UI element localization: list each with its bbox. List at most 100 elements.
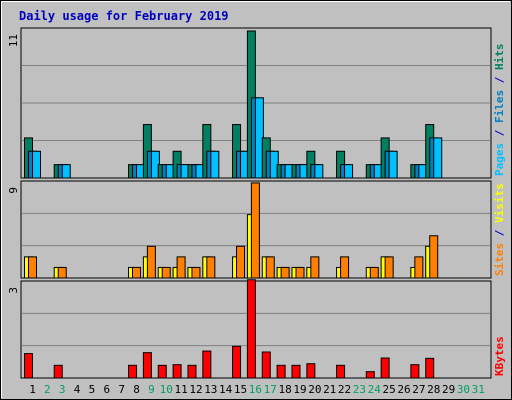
x-tick-label-day-27: 27 [412,383,425,396]
x-tick-label-day-23: 23 [353,383,366,396]
x-tick-label-day-29: 29 [442,383,455,396]
legend-part: Pages [493,143,506,176]
bar-kbytes-day-10 [157,364,167,379]
x-tick-label-day-21: 21 [323,383,336,396]
x-tick-label-day-8: 8 [133,383,140,396]
x-tick-label-day-22: 22 [338,383,351,396]
bar-sites-day-10 [161,266,171,279]
bar-kbytes-day-22 [336,364,346,379]
bar-sites-day-1 [28,256,37,279]
bar-kbytes-day-1 [24,353,33,379]
x-tick-label-day-31: 31 [472,383,485,396]
bar-sites-day-16 [250,182,260,279]
legend-part: Files [493,90,506,123]
bar-sites-day-22 [340,256,350,279]
bar-sites-day-28 [429,235,439,279]
x-tick-label-day-10: 10 [160,383,173,396]
kbytes-panel-legend-text: KBytes [493,336,506,376]
bar-sites-day-19 [295,266,305,279]
x-tick-label-day-19: 19 [293,383,306,396]
bar-kbytes-day-13 [202,350,212,379]
x-tick-label-day-26: 26 [397,383,410,396]
kbytes-panel-ymax-label: 3 [7,287,20,294]
legend-part: Visits [493,183,506,223]
bar-pages-day-13 [210,150,220,179]
x-tick-label-day-11: 11 [174,383,187,396]
x-tick-label-day-1: 1 [29,383,36,396]
bar-kbytes-day-9 [142,352,152,379]
x-tick-label-day-5: 5 [89,383,96,396]
legend-part: Sites [493,243,506,276]
bar-pages-day-1 [32,150,41,179]
bar-kbytes-day-3 [53,364,63,379]
bar-sites-day-18 [280,266,290,279]
kbytes-panel-frame [20,280,492,379]
bar-pages-day-22 [344,164,354,179]
x-tick-label-day-13: 13 [204,383,217,396]
bar-pages-day-3 [61,164,71,179]
bar-kbytes-day-27 [410,364,420,379]
bar-sites-day-13 [206,256,216,279]
bar-sites-day-17 [265,256,275,279]
bar-kbytes-day-16 [246,279,256,379]
x-tick-label-day-7: 7 [118,383,125,396]
x-tick-label-day-18: 18 [278,383,291,396]
chart-title: Daily usage for February 2019 [19,9,229,23]
x-tick-label-day-15: 15 [234,383,247,396]
x-tick-label-day-20: 20 [308,383,321,396]
bar-kbytes-day-19 [291,364,301,379]
bar-sites-day-24 [369,266,379,279]
bar-kbytes-day-18 [276,364,286,379]
kbytes-panel-legend: KBytes [493,336,506,376]
bar-pages-day-20 [314,164,324,179]
hits-panel-legend-text: Pages / Files / Hits [493,44,506,177]
bar-kbytes-day-15 [232,345,242,379]
legend-part: / [493,223,506,243]
x-tick-label-day-25: 25 [383,383,396,396]
bar-sites-day-3 [57,266,67,279]
x-tick-label-day-16: 16 [249,383,262,396]
x-tick-label-day-4: 4 [74,383,81,396]
bar-sites-day-12 [191,266,201,279]
hits-panel: 11 Pages / Files / Hits [7,27,506,179]
x-tick-label-day-3: 3 [59,383,66,396]
hits-panel-ymax-label: 11 [7,34,20,47]
visits-panel: 9 Sites / Visits [7,180,506,279]
x-tick-label-day-28: 28 [427,383,440,396]
bar-kbytes-day-11 [172,364,182,379]
x-tick-label-day-14: 14 [219,383,233,396]
visits-panel-legend-text: Sites / Visits [493,183,506,276]
visits-panel-ymax-label: 9 [7,187,20,194]
bar-sites-day-15 [236,245,246,279]
kbytes-panel: 3 KBytes [7,279,506,379]
bar-pages-day-28 [433,137,443,179]
legend-part: / [493,70,506,90]
bar-kbytes-day-8 [128,364,138,379]
x-tick-label-day-30: 30 [457,383,470,396]
bar-kbytes-day-28 [425,357,435,379]
bar-sites-day-11 [176,256,186,279]
bar-sites-day-27 [414,256,424,279]
bar-sites-day-8 [132,266,142,279]
bar-sites-day-25 [384,256,394,279]
bar-kbytes-day-25 [380,357,390,379]
bar-kbytes-day-24 [365,371,375,379]
bar-kbytes-day-20 [306,363,316,379]
bar-sites-day-20 [310,256,320,279]
legend-part: / [493,123,506,143]
x-tick-label-day-17: 17 [264,383,277,396]
x-tick-label-day-2: 2 [44,383,51,396]
bar-sites-day-9 [146,245,156,279]
x-tick-label-day-6: 6 [103,383,110,396]
x-tick-label-day-9: 9 [148,383,155,396]
bar-pages-day-25 [388,150,398,179]
bar-kbytes-day-12 [187,364,197,379]
legend-part: Hits [493,44,506,71]
legend-part: KBytes [493,336,506,376]
bar-kbytes-day-17 [261,351,271,379]
visits-panel-legend: Sites / Visits [493,183,506,276]
x-tick-label-day-24: 24 [368,383,382,396]
x-tick-label-day-12: 12 [189,383,202,396]
hits-panel-legend: Pages / Files / Hits [493,44,506,177]
